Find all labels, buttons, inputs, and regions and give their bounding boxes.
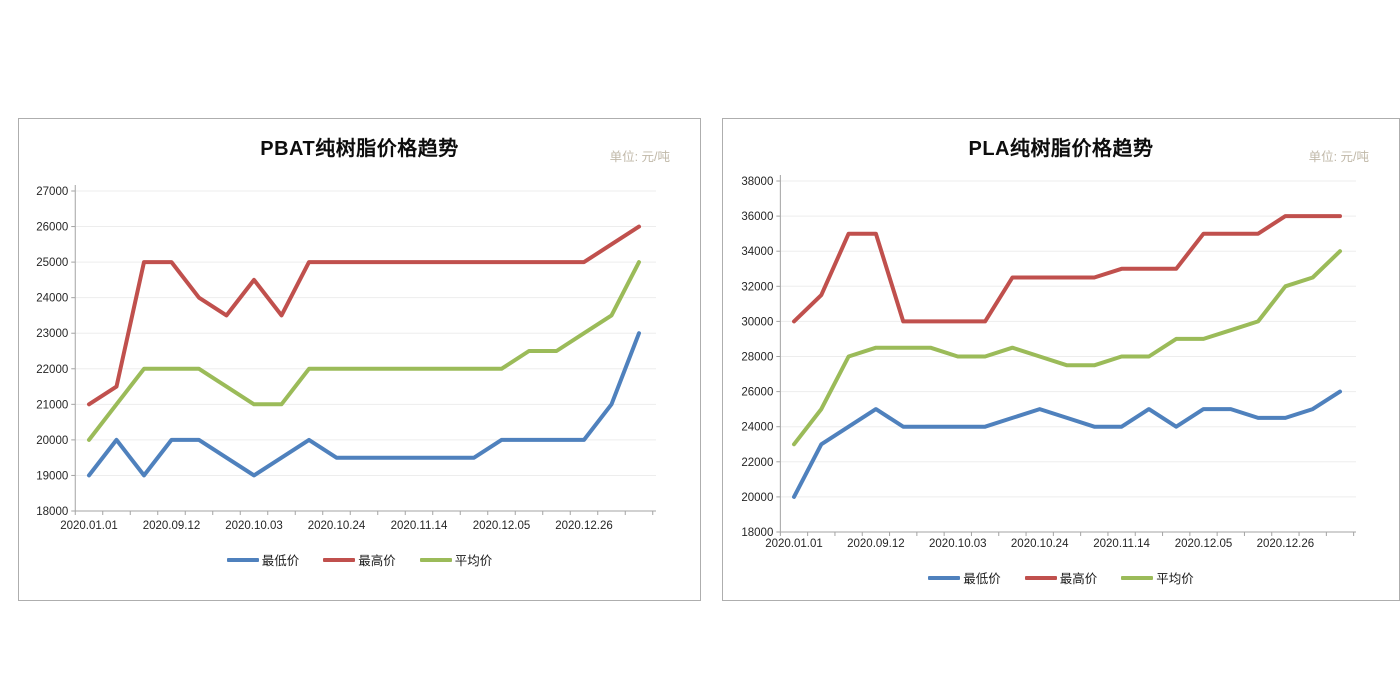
- legend-item: 平均价: [419, 550, 493, 569]
- x-axis-tick-label: 2020.12.05: [1175, 538, 1233, 550]
- y-axis-tick-label: 25000: [36, 257, 68, 269]
- legend: 最低价 最高价 平均价: [19, 550, 700, 569]
- y-axis-tick-label: 20000: [36, 435, 68, 447]
- legend-label: 最低价: [261, 554, 300, 568]
- legend-item: 最低价: [226, 550, 300, 569]
- y-axis-tick-label: 34000: [741, 246, 773, 258]
- chart-title: PBAT纯树脂价格趋势: [260, 138, 459, 160]
- y-axis-tick-label: 30000: [741, 316, 773, 328]
- pbat-price-chart-panel: PBAT纯树脂价格趋势 单位: 元/吨 18000 19000 20000 21000…: [18, 118, 701, 601]
- legend-line-swatch: [1121, 575, 1154, 580]
- y-axis-tick-label: 24000: [741, 422, 773, 434]
- legend-label: 平均价: [454, 554, 493, 568]
- legend-label: 最高价: [1059, 572, 1098, 586]
- legend-line-swatch: [419, 557, 452, 562]
- y-axis-tick-label: 26000: [36, 222, 68, 234]
- pla-price-chart-panel: PLA纯树脂价格趋势 单位: 元/吨 18000 20000 22000 24000 2…: [722, 118, 1400, 601]
- x-axis-tick-label: 2020.01.01: [765, 538, 823, 550]
- y-axis-tick-label: 18000: [741, 527, 773, 539]
- legend-item: 平均价: [1121, 568, 1194, 587]
- unit-label: 单位: 元/吨: [609, 150, 670, 164]
- legend-label: 最低价: [963, 572, 1001, 586]
- legend-line-swatch: [226, 557, 259, 562]
- y-axis-tick-label: 24000: [36, 293, 68, 305]
- y-axis-tick-label: 38000: [741, 176, 773, 188]
- y-axis-tick-label: 21000: [36, 399, 68, 411]
- y-axis-tick-label: 26000: [741, 387, 773, 399]
- x-axis-tick-label: 2020.11.14: [391, 520, 448, 532]
- legend: 最低价 最高价 平均价: [723, 568, 1399, 587]
- series-line-平均价: [87, 260, 641, 442]
- y-axis-tick-label: 20000: [741, 492, 773, 504]
- y-axis-tick-label: 28000: [741, 352, 773, 364]
- x-axis-tick-label: 2020.12.26: [555, 520, 613, 532]
- chart-title: PLA纯树脂价格趋势: [968, 138, 1154, 160]
- y-axis-tick-label: 32000: [741, 281, 773, 293]
- legend-line-swatch: [1024, 575, 1057, 580]
- series-line-最高价: [87, 224, 641, 407]
- x-axis-tick-label: 2020.10.03: [929, 538, 987, 550]
- x-axis-tick-label: 2020.10.24: [308, 520, 366, 532]
- legend-label: 平均价: [1156, 572, 1194, 586]
- legend-line-swatch: [928, 575, 961, 580]
- y-axis-tick-label: 22000: [36, 364, 68, 376]
- plot-area: 18000 19000 20000 21000 22000 23000 24000 25000…: [36, 185, 656, 532]
- x-axis-tick-label: 2020.11.14: [1093, 538, 1150, 550]
- plot-area: 18000 20000 22000 24000 26000 28000 30000 32000…: [741, 175, 1356, 550]
- series-line-最低价: [792, 389, 1342, 499]
- legend-label: 最高价: [358, 554, 396, 568]
- series-line-平均价: [792, 249, 1342, 447]
- legend-item: 最高价: [1024, 568, 1098, 587]
- legend-item: 最低价: [928, 568, 1001, 587]
- x-axis-tick-label: 2020.09.12: [847, 538, 905, 550]
- x-axis-tick-label: 2020.12.05: [473, 520, 531, 532]
- x-axis-tick-label: 2020.01.01: [60, 520, 118, 532]
- legend-item: 最高价: [323, 550, 396, 569]
- unit-label: 单位: 元/吨: [1308, 150, 1369, 164]
- series-line-最低价: [87, 331, 641, 478]
- y-axis-tick-label: 19000: [36, 470, 68, 482]
- y-axis-tick-label: 36000: [741, 211, 773, 223]
- legend-line-swatch: [323, 557, 356, 562]
- x-axis-tick-label: 2020.10.03: [225, 520, 283, 532]
- y-axis-tick-label: 22000: [741, 457, 773, 469]
- x-axis-tick-label: 2020.12.26: [1257, 538, 1315, 550]
- x-axis-tick-label: 2020.09.12: [143, 520, 201, 532]
- y-axis-tick-label: 27000: [36, 186, 68, 198]
- series-line-最高价: [792, 214, 1342, 324]
- x-axis-tick-label: 2020.10.24: [1011, 538, 1069, 550]
- y-axis-tick-label: 23000: [36, 328, 68, 340]
- y-axis-tick-label: 18000: [36, 506, 68, 518]
